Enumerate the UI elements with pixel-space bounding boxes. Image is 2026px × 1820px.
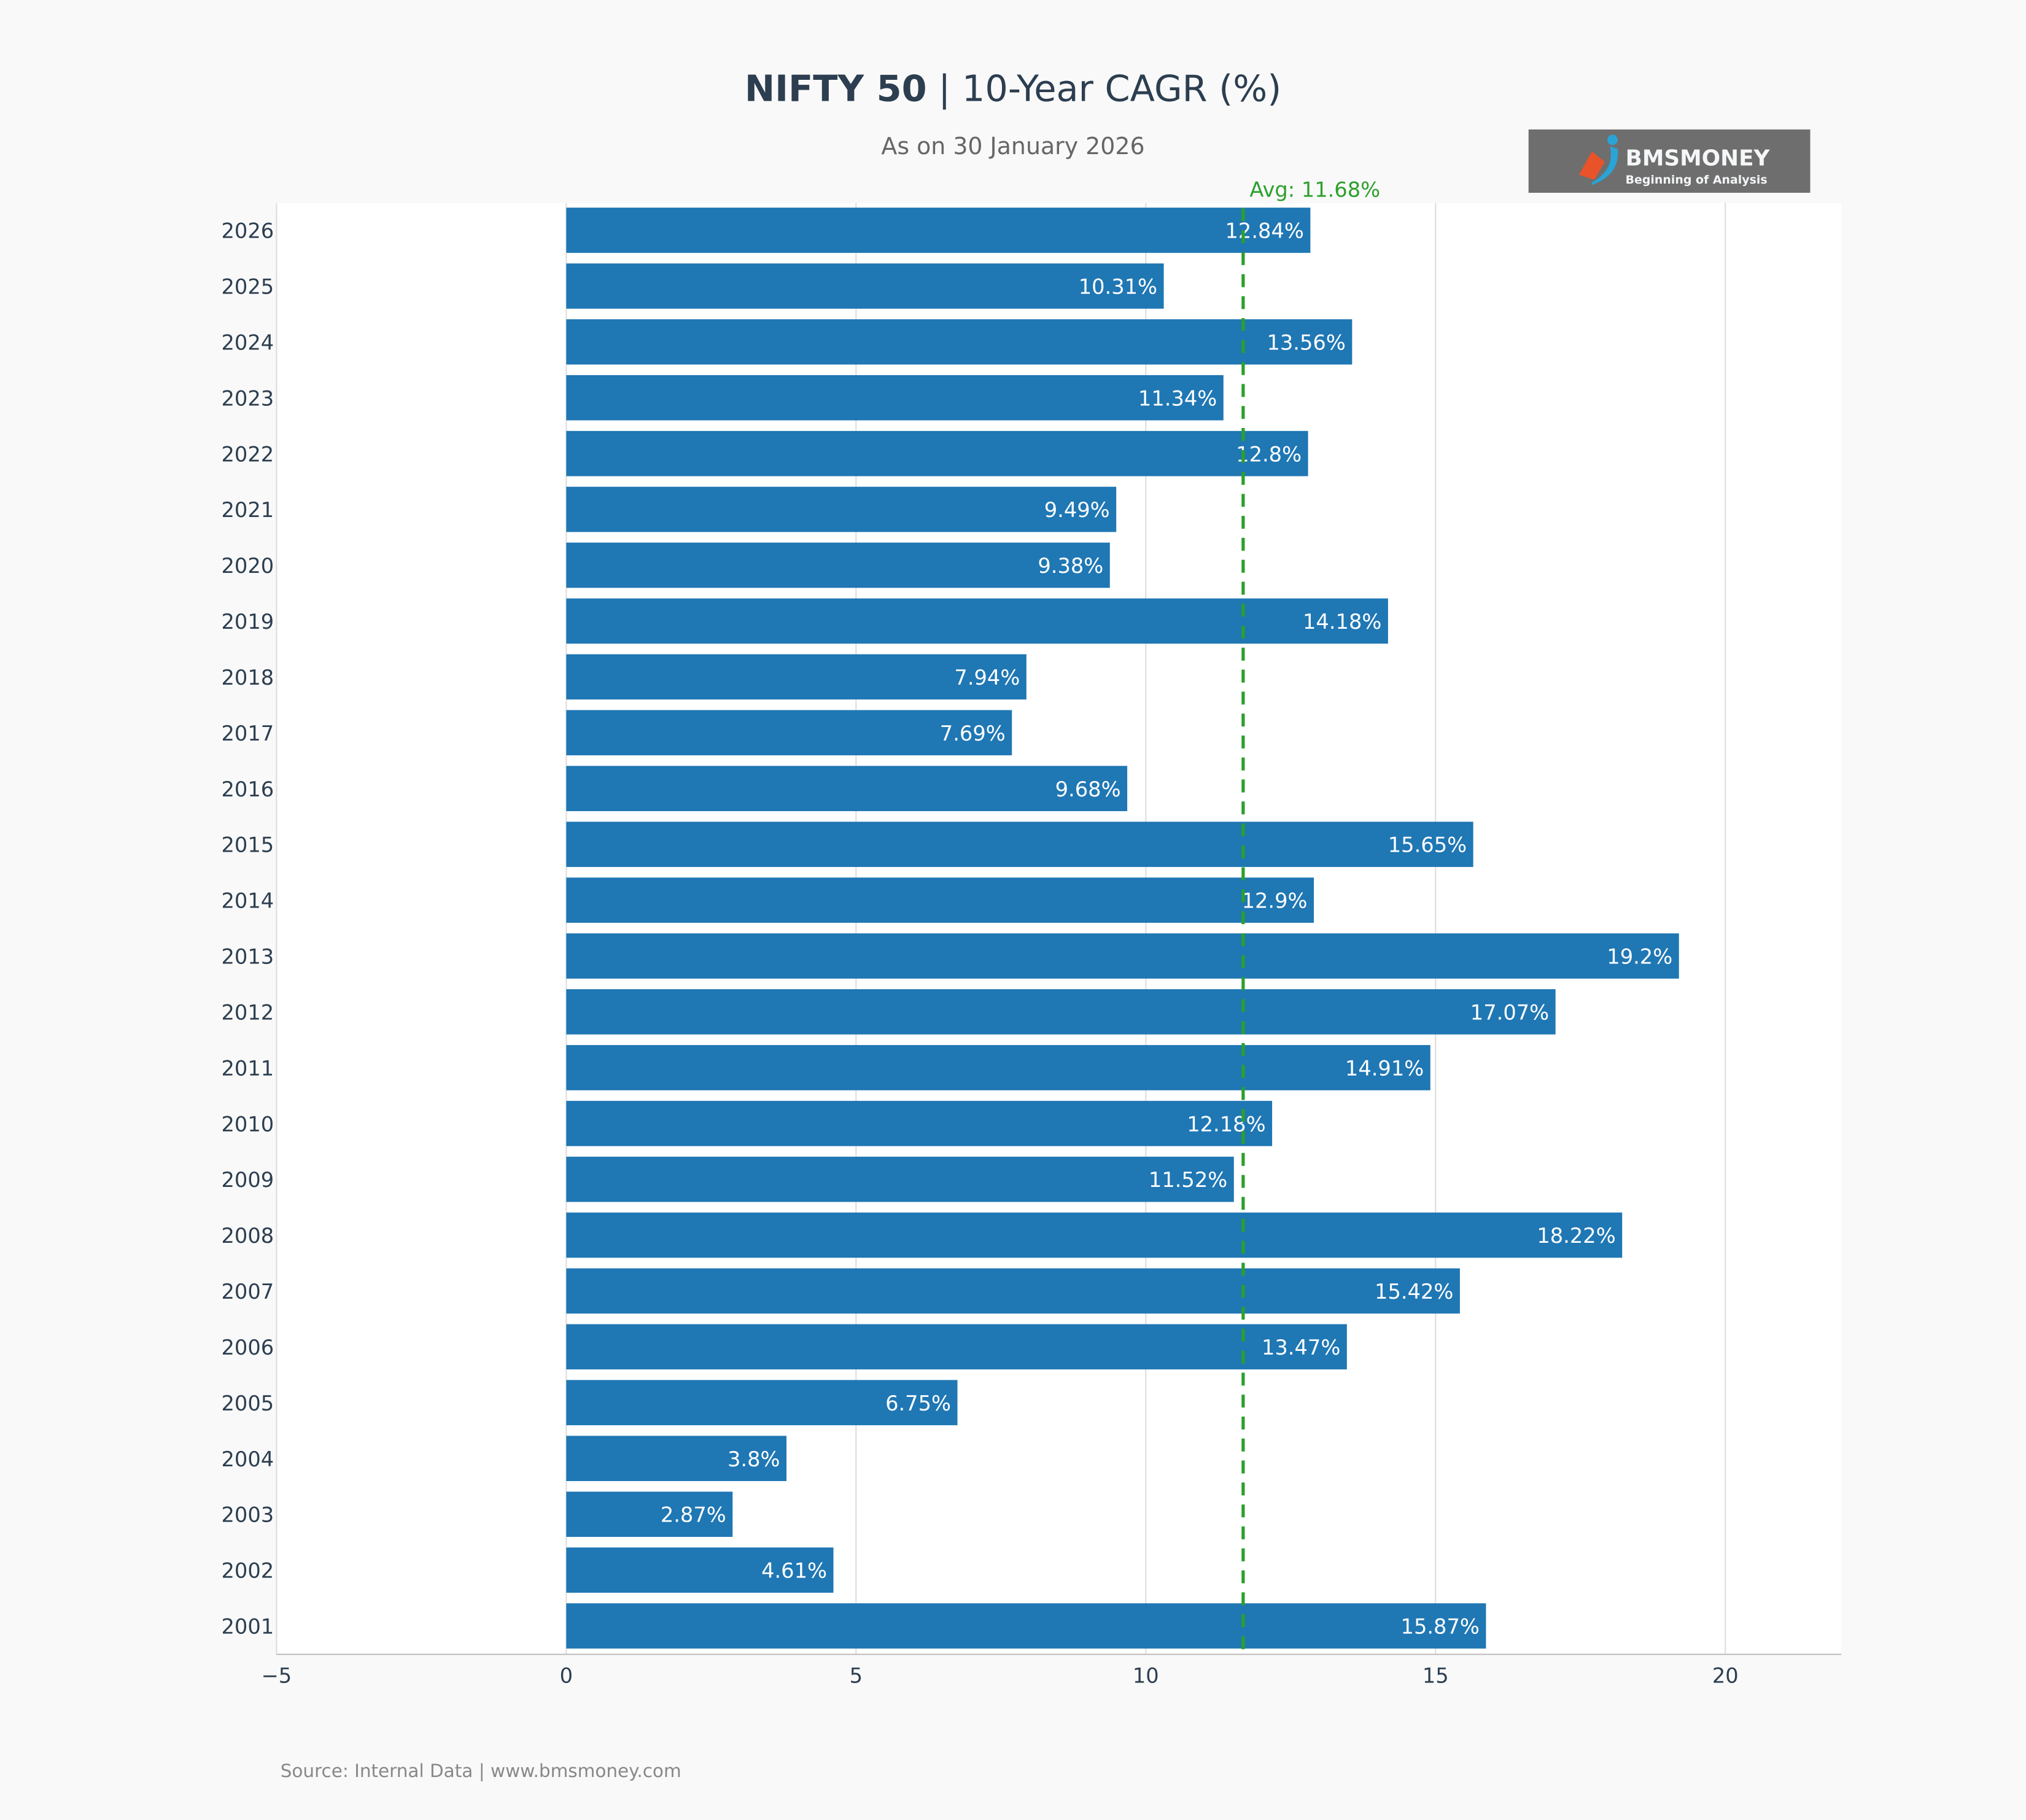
bar <box>566 208 1311 253</box>
bar-value-label: 14.18% <box>1303 610 1381 634</box>
title-rest: | 10-Year CAGR (%) <box>927 68 1282 110</box>
y-tick-label: 2001 <box>222 1615 274 1639</box>
bar-value-label: 9.49% <box>1044 498 1110 522</box>
x-tick-label: 0 <box>560 1664 573 1688</box>
y-tick-label: 2002 <box>222 1559 274 1583</box>
bar <box>566 430 1308 476</box>
x-tick-label: 10 <box>1133 1664 1159 1688</box>
logo: BMSMONEY Beginning of Analysis <box>1528 129 1811 193</box>
x-tick-label: 15 <box>1422 1664 1449 1688</box>
bar-value-label: 15.42% <box>1375 1280 1453 1304</box>
bar-value-label: 2.87% <box>661 1503 726 1527</box>
y-tick-label: 2020 <box>222 554 274 578</box>
bar <box>566 654 1027 700</box>
bar-value-label: 12.9% <box>1242 889 1308 913</box>
title-bold: NIFTY 50 <box>745 68 927 110</box>
source-note: Source: Internal Data | www.bmsmoney.com <box>281 1760 681 1782</box>
y-tick-label: 2010 <box>222 1112 274 1136</box>
bar-value-label: 6.75% <box>885 1391 951 1415</box>
bar-value-label: 13.56% <box>1267 330 1345 354</box>
bar <box>566 1380 958 1426</box>
bar <box>566 1268 1460 1314</box>
bar <box>566 822 1473 867</box>
bar <box>566 598 1388 644</box>
bar <box>566 1156 1234 1202</box>
y-tick-label: 2011 <box>222 1056 274 1080</box>
y-tick-label: 2017 <box>222 721 274 745</box>
bar <box>566 877 1314 923</box>
y-tick-label: 2005 <box>222 1391 274 1415</box>
bar-value-label: 4.61% <box>761 1559 827 1583</box>
y-tick-label: 2026 <box>222 219 274 243</box>
bar-value-label: 14.91% <box>1345 1056 1424 1080</box>
y-tick-label: 2014 <box>222 889 274 913</box>
bar <box>566 486 1117 532</box>
bar <box>566 1547 834 1593</box>
logo-mark-icon <box>1578 151 1605 180</box>
plot-area <box>276 203 1842 1655</box>
bar <box>566 542 1110 588</box>
bar-value-label: 3.8% <box>728 1447 780 1471</box>
y-tick-label: 2018 <box>222 666 274 690</box>
bar-value-label: 12.18% <box>1187 1112 1265 1136</box>
y-tick-label: 2022 <box>222 442 274 466</box>
bar <box>566 319 1353 365</box>
bar <box>566 1100 1273 1146</box>
bar <box>566 1212 1623 1258</box>
y-tick-label: 2015 <box>222 833 274 857</box>
bar-value-label: 9.68% <box>1055 777 1121 801</box>
bar-value-label: 19.2% <box>1607 945 1672 969</box>
chart-title: NIFTY 50 | 10-Year CAGR (%) <box>745 68 1281 110</box>
bar-value-label: 7.69% <box>940 721 1006 745</box>
y-tick-label: 2023 <box>222 386 274 410</box>
bar <box>566 263 1164 309</box>
bar <box>566 1324 1347 1370</box>
chart-subtitle: As on 30 January 2026 <box>881 133 1144 160</box>
bar-value-label: 15.87% <box>1401 1615 1480 1639</box>
y-tick-label: 2006 <box>222 1336 274 1359</box>
y-tick-label: 2024 <box>222 330 274 354</box>
logo-name: BMSMONEY <box>1626 146 1771 171</box>
x-tick-label: 5 <box>850 1664 863 1688</box>
y-tick-label: 2019 <box>222 610 274 634</box>
bar <box>566 1603 1486 1649</box>
bar <box>566 766 1128 811</box>
x-tick-label: 20 <box>1712 1664 1739 1688</box>
bar-value-label: 7.94% <box>954 666 1020 690</box>
bar <box>566 989 1556 1035</box>
y-tick-label: 2021 <box>222 498 274 522</box>
y-tick-label: 2012 <box>222 1000 274 1024</box>
bar <box>566 1436 787 1482</box>
bar-value-label: 18.22% <box>1537 1224 1615 1248</box>
bar-value-label: 9.38% <box>1038 554 1103 578</box>
bar <box>566 710 1012 756</box>
bar-value-label: 10.31% <box>1079 275 1157 299</box>
y-tick-label: 2016 <box>222 777 274 801</box>
bar-value-label: 12.84% <box>1225 219 1304 243</box>
bar-value-label: 17.07% <box>1470 1000 1549 1024</box>
x-tick-label: −5 <box>262 1664 292 1688</box>
y-tick-label: 2003 <box>222 1503 274 1527</box>
y-tick-label: 2009 <box>222 1168 274 1192</box>
y-tick-label: 2025 <box>222 275 274 299</box>
bar <box>566 1044 1430 1091</box>
y-tick-label: 2007 <box>222 1280 274 1304</box>
bar <box>566 933 1679 979</box>
bar-value-label: 11.34% <box>1138 386 1217 410</box>
bar-value-label: 12.8% <box>1236 442 1302 466</box>
y-tick-label: 2004 <box>222 1447 274 1471</box>
bar-value-label: 13.47% <box>1262 1336 1340 1359</box>
bar-value-label: 11.52% <box>1149 1168 1227 1192</box>
average-label: Avg: 11.68% <box>1249 177 1380 201</box>
bar-value-label: 15.65% <box>1388 833 1467 857</box>
y-tick-label: 2013 <box>222 945 274 969</box>
logo-tagline: Beginning of Analysis <box>1626 173 1768 187</box>
y-tick-label: 2008 <box>222 1224 274 1248</box>
bar <box>566 1491 733 1537</box>
bar <box>566 375 1224 421</box>
